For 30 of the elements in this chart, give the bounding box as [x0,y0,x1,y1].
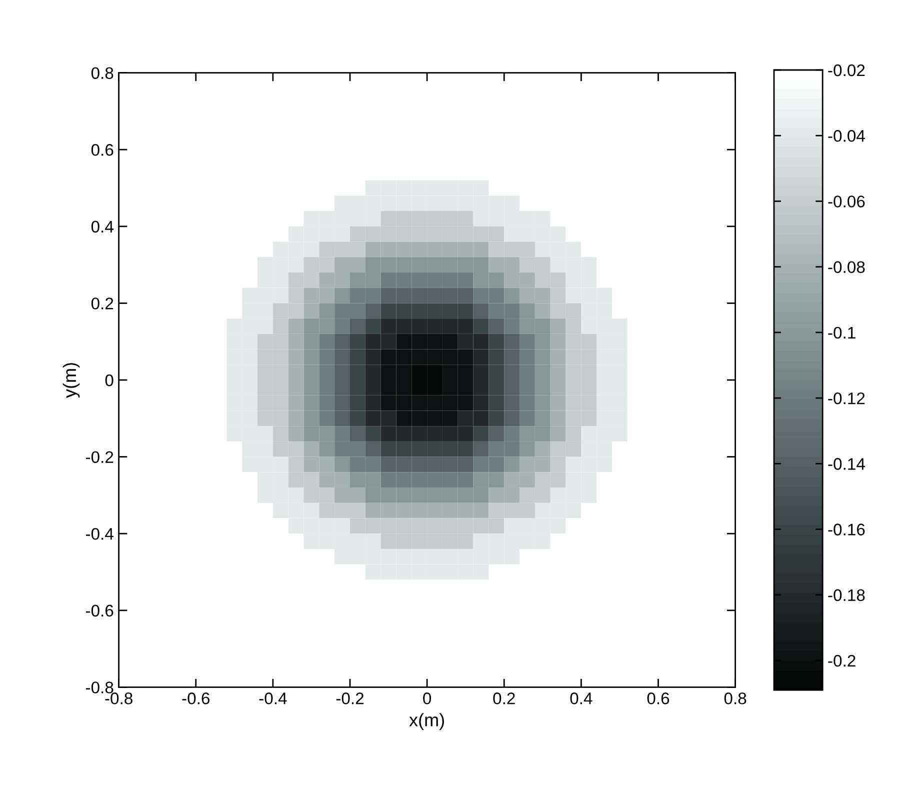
color-bar-label: -0.02 [828,64,865,76]
color-bar-label: -0.18 [828,589,865,602]
y-tick-label: 0 [105,374,114,386]
x-tick-label: -0.8 [105,692,132,704]
color-bar-label: -0.04 [828,130,865,142]
x-tick-label: -0.2 [336,692,364,704]
x-tick-label: -0.4 [259,692,287,704]
y-tick-label: 0.4 [91,220,114,233]
color-bar-label: -0.16 [828,524,865,536]
y-tick-label: -0.6 [86,604,114,617]
y-tick-label: -0.2 [86,451,114,464]
x-tick-label: 0.4 [570,692,592,704]
y-tick-label: 0.8 [91,67,114,80]
y-axis-title: y(m) [62,363,80,398]
color-bar-label: -0.1 [828,326,856,339]
x-tick-label: 0.6 [647,692,670,704]
y-tick-label: -0.8 [86,682,114,694]
y-tick-label: -0.4 [86,528,114,540]
x-tick-label: 0.2 [493,692,515,704]
color-bar-label: -0.14 [828,458,865,470]
color-bar-label: -0.2 [828,654,856,667]
x-axis-title: x(m) [409,713,444,730]
x-tick-label: 0 [423,692,432,704]
color-bar-label: -0.06 [828,196,865,208]
x-tick-label: 0.8 [724,692,746,704]
color-bar-label: -0.12 [828,392,865,404]
y-tick-label: 0.2 [91,298,114,310]
x-tick-label: -0.6 [182,692,210,704]
y-tick-label: 0.6 [91,144,114,156]
color-bar-label: -0.08 [828,261,865,274]
